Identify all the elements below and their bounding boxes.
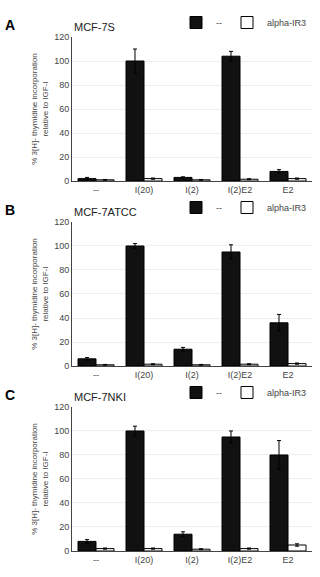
svg-text:E2: E2 [282, 185, 293, 195]
svg-text:60: 60 [59, 289, 69, 299]
svg-text:% 3[H]- thymidine incorporatio: % 3[H]- thymidine incorporationrelative … [30, 238, 49, 350]
svg-text:40: 40 [59, 313, 69, 323]
svg-text:--: -- [93, 555, 99, 565]
svg-text:I(2): I(2) [185, 370, 199, 380]
svg-text:I(2)E2: I(2)E2 [228, 555, 253, 565]
svg-text:MCF-7S: MCF-7S [74, 21, 115, 33]
svg-text:I(2)E2: I(2)E2 [228, 185, 253, 195]
svg-text:0: 0 [64, 176, 69, 186]
svg-text:120: 120 [54, 402, 69, 412]
svg-text:I(20): I(20) [135, 555, 154, 565]
svg-text:40: 40 [59, 128, 69, 138]
svg-text:A: A [5, 17, 15, 33]
svg-text:40: 40 [59, 498, 69, 508]
svg-text:E2: E2 [282, 555, 293, 565]
svg-text:80: 80 [59, 80, 69, 90]
svg-text:--: -- [93, 185, 99, 195]
svg-text:--: -- [93, 370, 99, 380]
svg-text:60: 60 [59, 104, 69, 114]
svg-text:I(2): I(2) [185, 185, 199, 195]
svg-text:--: -- [216, 203, 222, 213]
svg-text:20: 20 [59, 522, 69, 532]
svg-text:I(20): I(20) [135, 370, 154, 380]
svg-text:100: 100 [54, 426, 69, 436]
svg-text:B: B [5, 202, 15, 218]
svg-text:% 3[H]- thymidine incorporatio: % 3[H]- thymidine incorporationrelative … [30, 423, 49, 535]
svg-text:alpha-IR3: alpha-IR3 [267, 203, 306, 213]
svg-text:120: 120 [54, 217, 69, 227]
svg-text:80: 80 [59, 450, 69, 460]
svg-text:120: 120 [54, 32, 69, 42]
svg-text:alpha-IR3: alpha-IR3 [267, 18, 306, 28]
svg-text:I(2)E2: I(2)E2 [228, 370, 253, 380]
svg-text:I(20): I(20) [135, 185, 154, 195]
svg-text:--: -- [216, 18, 222, 28]
svg-text:alpha-IR3: alpha-IR3 [267, 388, 306, 398]
svg-text:0: 0 [64, 361, 69, 371]
svg-text:20: 20 [59, 337, 69, 347]
svg-text:20: 20 [59, 152, 69, 162]
svg-text:E2: E2 [282, 370, 293, 380]
svg-text:% 3[H]- thymidine incorporatio: % 3[H]- thymidine incorporationrelative … [30, 53, 49, 165]
svg-text:--: -- [216, 388, 222, 398]
svg-text:0: 0 [64, 546, 69, 556]
svg-text:100: 100 [54, 56, 69, 66]
svg-text:I(2): I(2) [185, 555, 199, 565]
svg-text:80: 80 [59, 265, 69, 275]
svg-text:60: 60 [59, 474, 69, 484]
svg-text:MCF-7NKI: MCF-7NKI [74, 391, 126, 403]
svg-text:C: C [5, 387, 15, 403]
svg-text:MCF-7ATCC: MCF-7ATCC [74, 206, 137, 218]
svg-text:100: 100 [54, 241, 69, 251]
